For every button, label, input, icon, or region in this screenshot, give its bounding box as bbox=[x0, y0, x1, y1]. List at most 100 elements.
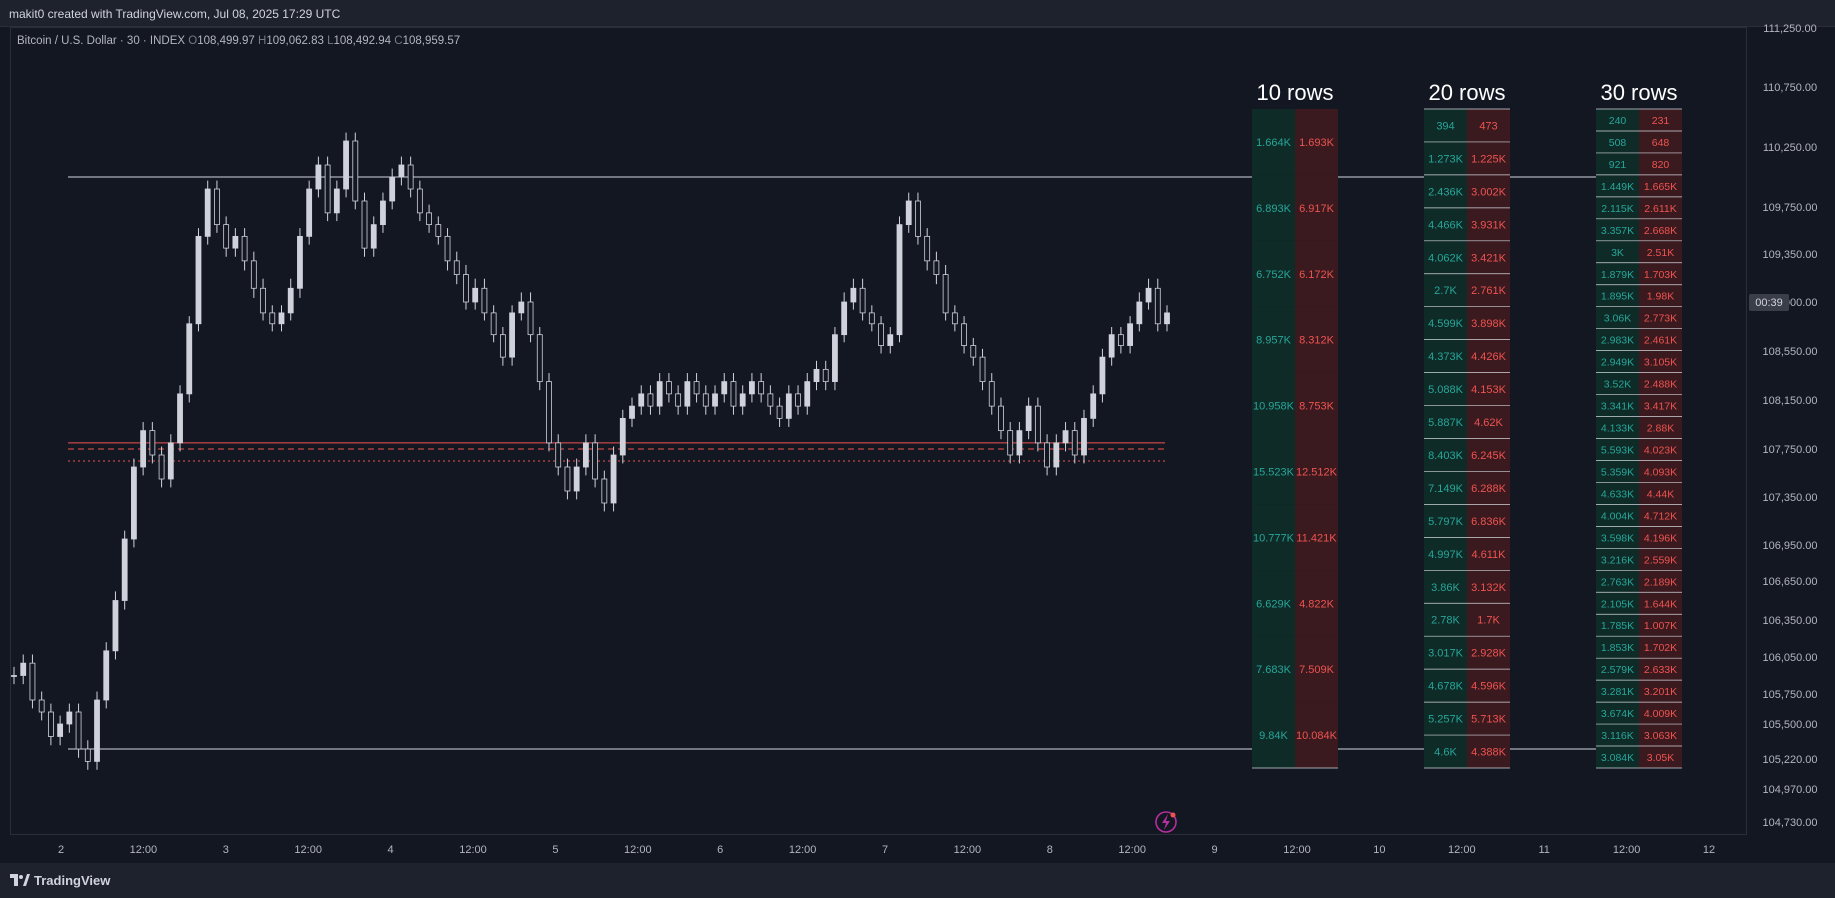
tradingview-logo[interactable]: TradingView bbox=[10, 873, 110, 888]
price-tick-label: 106,650.00 bbox=[1762, 576, 1817, 588]
profile-buy-cell bbox=[1424, 405, 1467, 439]
candle-body bbox=[850, 287, 857, 303]
time-tick-label: 9 bbox=[1212, 844, 1218, 856]
candle bbox=[1025, 397, 1032, 440]
candle-body bbox=[1117, 334, 1124, 346]
profile-sell-cell bbox=[1639, 328, 1682, 351]
candle bbox=[564, 458, 571, 500]
profile-buy-cell bbox=[1596, 592, 1639, 615]
candle bbox=[951, 305, 958, 332]
profile-sell-value: 2.51K bbox=[1647, 247, 1674, 259]
candle-body bbox=[961, 323, 967, 346]
profile-buy-value: 3.86K bbox=[1431, 582, 1460, 594]
candle-body bbox=[1099, 356, 1106, 395]
profile-sell-cell bbox=[1295, 702, 1338, 768]
profile-sell-cell bbox=[1295, 109, 1338, 175]
profile-sell-value: 1.703K bbox=[1644, 269, 1677, 281]
profile-buy-cell bbox=[1424, 537, 1467, 571]
candle bbox=[204, 180, 211, 245]
candle bbox=[112, 591, 119, 660]
profile-buy-cell bbox=[1424, 339, 1467, 373]
candle-body bbox=[223, 224, 230, 249]
candle-body bbox=[776, 405, 783, 419]
profile-sell-value: 4.093K bbox=[1644, 466, 1677, 478]
profile-sell-cell bbox=[1639, 152, 1682, 175]
candle-body bbox=[343, 140, 349, 190]
profile-buy-value: 4.6K bbox=[1434, 747, 1457, 759]
profile-sell-value: 4.023K bbox=[1644, 444, 1677, 456]
profile-buy-cell bbox=[1252, 109, 1295, 175]
candle bbox=[776, 397, 783, 427]
candle-body bbox=[749, 381, 755, 395]
candle-body bbox=[57, 723, 64, 737]
profile-sell-cell bbox=[1639, 570, 1682, 593]
profile-buy-value: 4.633K bbox=[1601, 488, 1634, 500]
candle bbox=[915, 192, 921, 245]
candle-body bbox=[721, 381, 728, 395]
profile-sell-cell bbox=[1639, 174, 1682, 197]
profile-sell-cell bbox=[1639, 460, 1682, 483]
candle-body bbox=[942, 274, 949, 314]
candle-body bbox=[518, 301, 525, 314]
candle-body bbox=[1136, 301, 1143, 325]
profile-buy-cell bbox=[1424, 240, 1467, 274]
candle bbox=[868, 305, 875, 332]
candle-body bbox=[675, 393, 682, 407]
profile-sell-cell bbox=[1639, 724, 1682, 747]
candle-body bbox=[94, 699, 100, 762]
profile-buy-value: 3.06K bbox=[1604, 313, 1631, 325]
profile-buy-value: 2.579K bbox=[1601, 664, 1634, 676]
high-label: H bbox=[258, 35, 267, 47]
candle-body bbox=[638, 393, 645, 407]
candle-body bbox=[1164, 312, 1170, 325]
profile-title: 20 rows bbox=[1428, 80, 1505, 105]
price-tick-label: 104,730.00 bbox=[1762, 817, 1817, 829]
volume-profiles: 10 rows 1.664K 1.693K 6.893K 6.917K 6.752K 6.1… bbox=[1252, 80, 1682, 769]
profile-sell-value: 5.713K bbox=[1471, 714, 1507, 726]
candle-body bbox=[1034, 405, 1041, 444]
candle bbox=[333, 180, 340, 222]
candle-body bbox=[38, 699, 45, 713]
candle-body bbox=[407, 164, 414, 190]
profile-sell-cell bbox=[1639, 614, 1682, 637]
candle-body bbox=[868, 312, 875, 325]
candle-body bbox=[767, 393, 774, 407]
time-tick-label: 12:00 bbox=[459, 844, 487, 856]
profile-sell-cell bbox=[1639, 702, 1682, 725]
profile-buy-value: 3.674K bbox=[1601, 708, 1634, 720]
profile-sell-cell bbox=[1639, 482, 1682, 505]
lightning-bolt-icon[interactable] bbox=[1155, 811, 1177, 833]
candle bbox=[970, 337, 977, 366]
profile-sell-cell bbox=[1467, 504, 1510, 538]
profile-sell-value: 3.421K bbox=[1471, 252, 1507, 264]
candle-body bbox=[813, 368, 820, 383]
candle bbox=[546, 373, 552, 452]
candle-body bbox=[822, 368, 829, 383]
price-axis[interactable] bbox=[1747, 27, 1835, 835]
candle-body bbox=[490, 312, 497, 336]
profile-sell-cell bbox=[1639, 130, 1682, 153]
candle bbox=[297, 228, 303, 298]
time-tick-label: 12:00 bbox=[624, 844, 652, 856]
price-tick-label: 108,150.00 bbox=[1762, 395, 1817, 407]
candle-body bbox=[306, 188, 313, 237]
candle bbox=[1090, 385, 1097, 427]
candle-body bbox=[177, 393, 183, 444]
time-tick-label: 10 bbox=[1373, 844, 1385, 856]
profile-sell-cell bbox=[1467, 372, 1510, 406]
candle-body bbox=[878, 323, 884, 346]
candle-body bbox=[20, 662, 27, 676]
profile-sell-cell bbox=[1639, 372, 1682, 395]
profile-sell-cell bbox=[1639, 218, 1682, 241]
profile-sell-cell bbox=[1639, 262, 1682, 285]
profile-sell-value: 10.084K bbox=[1296, 730, 1338, 742]
profile-buy-cell bbox=[1596, 174, 1639, 197]
profile-buy-value: 4.373K bbox=[1428, 351, 1464, 363]
candle bbox=[20, 654, 27, 685]
profile-sell-value: 3.132K bbox=[1471, 582, 1507, 594]
candle-body bbox=[66, 711, 73, 725]
profile-buy-cell bbox=[1424, 273, 1467, 307]
profile-sell-cell bbox=[1295, 636, 1338, 703]
candle-body bbox=[666, 381, 672, 395]
candle-body bbox=[629, 405, 635, 419]
